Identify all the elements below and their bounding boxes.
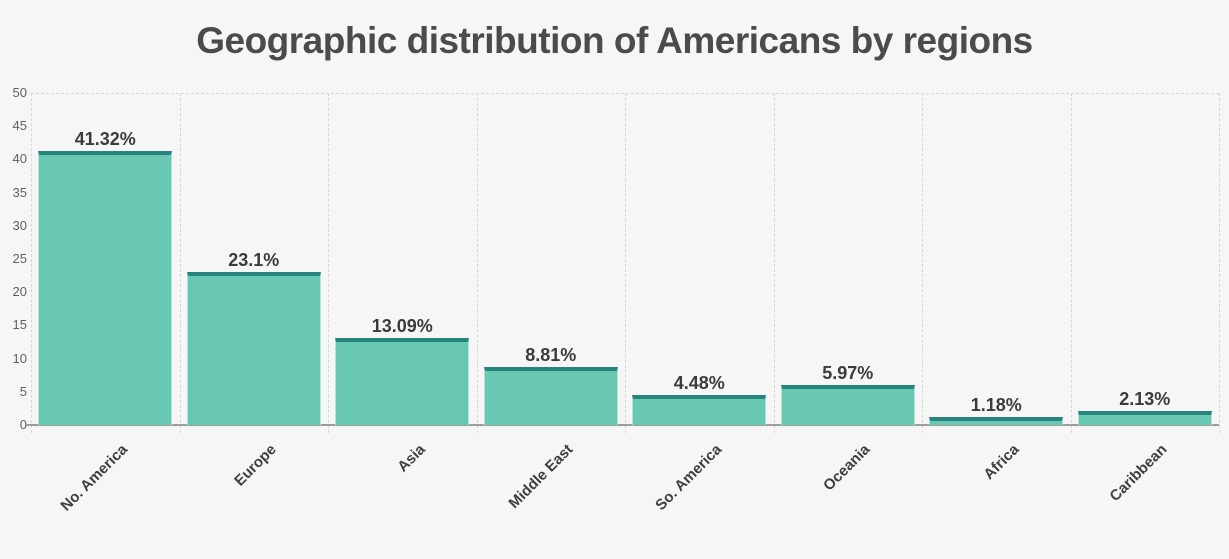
bar-value-label: 1.18% [970,395,1022,416]
x-axis-category-label: Europe [231,441,280,490]
bar-caribbean: 2.13% [1077,389,1212,425]
vertical-gridline [1219,93,1220,433]
bar-asia: 13.09% [335,316,470,425]
bar-oceania: 5.97% [780,363,915,425]
bar-value-label: 4.48% [673,373,725,394]
x-axis-category-label: Africa [980,441,1023,484]
bar-value-label: 13.09% [371,316,433,337]
bar-value-label: 5.97% [822,363,874,384]
x-axis-category-label: No. America [57,441,132,515]
vertical-gridline [773,93,775,433]
y-axis-tick-label: 50 [12,85,27,100]
y-axis-tick-label: 5 [19,383,27,399]
y-axis-tick-label: 30 [12,217,27,233]
y-axis-tick-label: 10 [12,350,27,366]
vertical-gridline [1070,93,1072,433]
x-axis-category-label: Oceania [820,441,874,495]
bar-value-label: 8.81% [525,344,577,365]
x-axis-category-label: Middle East [505,441,577,512]
bar-africa: 1.18% [929,395,1064,425]
bar-value-label: 23.1% [228,249,280,270]
bar-value-label: 41.32% [74,128,136,149]
x-axis-category-label: Asia [393,441,429,476]
y-axis-tick-label: 25 [12,251,27,266]
bar-value-label: 2.13% [1119,388,1171,409]
chart-title: Geographic distribution of Americans by … [196,20,1033,61]
bar-no-america: 41.32% [38,129,173,425]
y-axis-tick-label: 15 [12,317,27,333]
bar-europe: 23.1% [186,250,321,425]
vertical-gridline [31,93,32,433]
x-axis-category-label: Caribbean [1106,441,1171,505]
x-axis-category-label: So. America [652,441,726,514]
y-axis-tick-label: 0 [19,417,27,432]
y-axis-tick-label: 35 [12,184,27,200]
y-axis-tick-label: 40 [12,151,27,167]
bar-so-america: 4.48% [632,373,767,425]
vertical-gridline [328,93,329,433]
vertical-gridline [625,93,626,433]
vertical-gridline [476,93,478,433]
vertical-gridline [179,93,181,433]
y-axis-tick-label: 45 [12,118,27,134]
y-axis-tick-label: 20 [12,284,27,300]
bar-middle-east: 8.81% [483,345,618,425]
top-gridline [31,93,1219,94]
vertical-gridline [922,93,923,433]
x-axis-line [26,424,1219,426]
